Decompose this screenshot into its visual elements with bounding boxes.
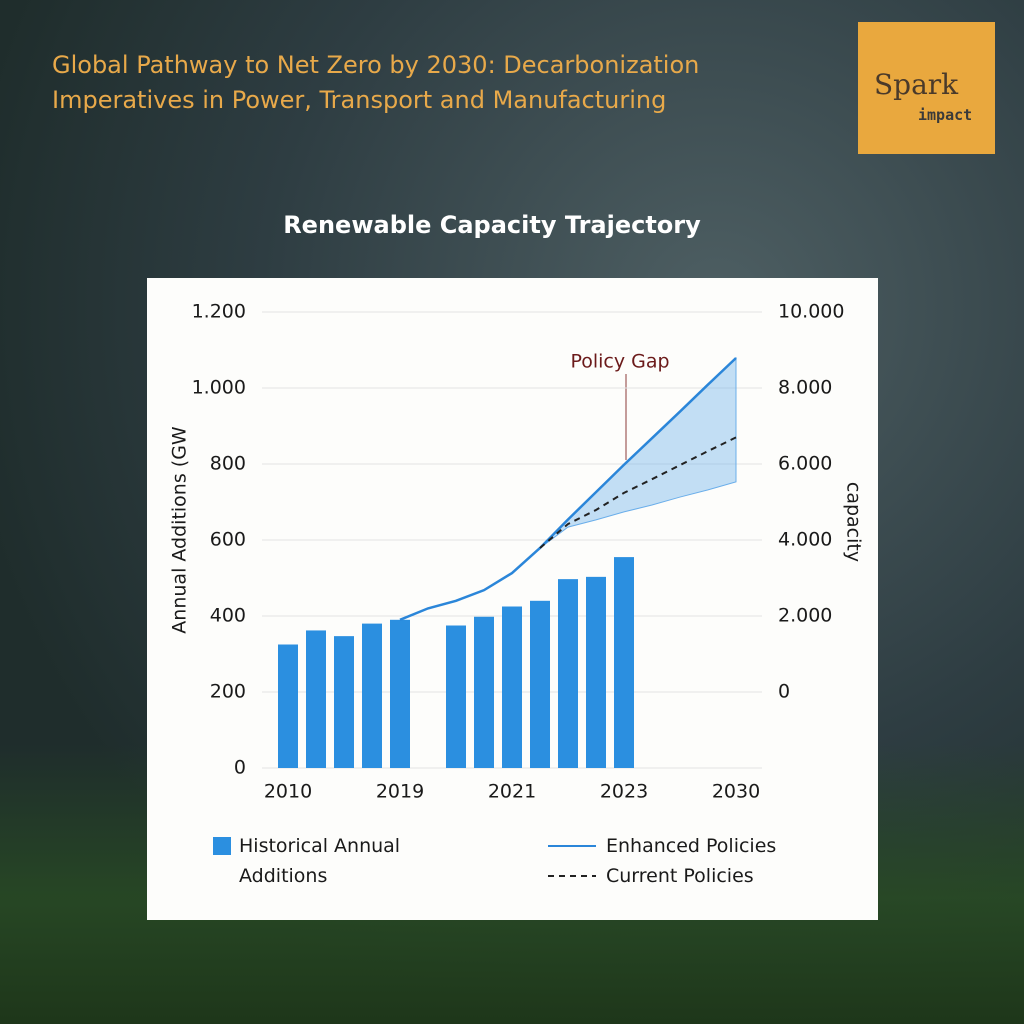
legend-swatch bbox=[548, 845, 596, 847]
legend-item: Current Policies bbox=[548, 865, 754, 891]
x-tick-label: 2021 bbox=[488, 781, 536, 803]
y2-tick-label: 10.000 bbox=[778, 301, 844, 323]
legend-label: Enhanced Policies bbox=[606, 835, 777, 857]
bar bbox=[614, 557, 634, 768]
legend-item: Enhanced Policies bbox=[548, 835, 776, 861]
legend-swatch bbox=[548, 875, 596, 877]
legend-label: Historical Annual Additions bbox=[239, 835, 401, 887]
y-tick-label: 1.200 bbox=[192, 301, 246, 323]
bar bbox=[390, 619, 410, 768]
y-tick-label: 800 bbox=[210, 453, 246, 475]
legend-label: Current Policies bbox=[606, 865, 754, 887]
bar bbox=[446, 625, 466, 768]
bar bbox=[586, 576, 606, 768]
page-title: Global Pathway to Net Zero by 2030: Deca… bbox=[52, 51, 700, 114]
bar bbox=[530, 600, 550, 768]
y-tick-label: 200 bbox=[210, 681, 246, 703]
y-axis-title: Annual Additions (GW bbox=[169, 426, 191, 634]
bar bbox=[362, 623, 382, 768]
line bbox=[539, 436, 737, 549]
bar bbox=[334, 636, 354, 768]
y2-tick-label: 8.000 bbox=[778, 377, 832, 399]
swatch-box bbox=[213, 837, 231, 855]
brand-sub: impact bbox=[918, 106, 973, 124]
bar bbox=[306, 630, 326, 768]
y2-axis-title: capacity bbox=[843, 482, 865, 562]
chart-panel bbox=[147, 278, 878, 920]
bar bbox=[474, 616, 494, 768]
y-tick-label: 1.000 bbox=[192, 377, 246, 399]
x-tick-label: 2010 bbox=[264, 781, 312, 803]
x-tick-label: 2023 bbox=[600, 781, 648, 803]
y2-tick-label: 2.000 bbox=[778, 605, 832, 627]
bar bbox=[502, 606, 522, 768]
y2-tick-label: 0 bbox=[778, 681, 790, 703]
legend-item: Historical Annual Additions bbox=[213, 835, 419, 891]
legend-swatch bbox=[213, 837, 231, 855]
y-tick-label: 400 bbox=[210, 605, 246, 627]
x-tick-label: 2019 bbox=[376, 781, 424, 803]
y2-tick-label: 6.000 bbox=[778, 453, 832, 475]
line bbox=[399, 357, 737, 621]
y2-tick-label: 4.000 bbox=[778, 529, 832, 551]
bar bbox=[558, 579, 578, 768]
x-tick-label: 2030 bbox=[712, 781, 760, 803]
brand-name: Spark bbox=[874, 68, 959, 101]
annotation: Policy Gap bbox=[570, 351, 669, 373]
y-tick-label: 0 bbox=[234, 757, 246, 779]
y-tick-label: 600 bbox=[210, 529, 246, 551]
bar bbox=[278, 644, 298, 768]
logo: Spark impact bbox=[858, 22, 995, 154]
chart-title: Renewable Capacity Trajectory bbox=[283, 211, 701, 239]
